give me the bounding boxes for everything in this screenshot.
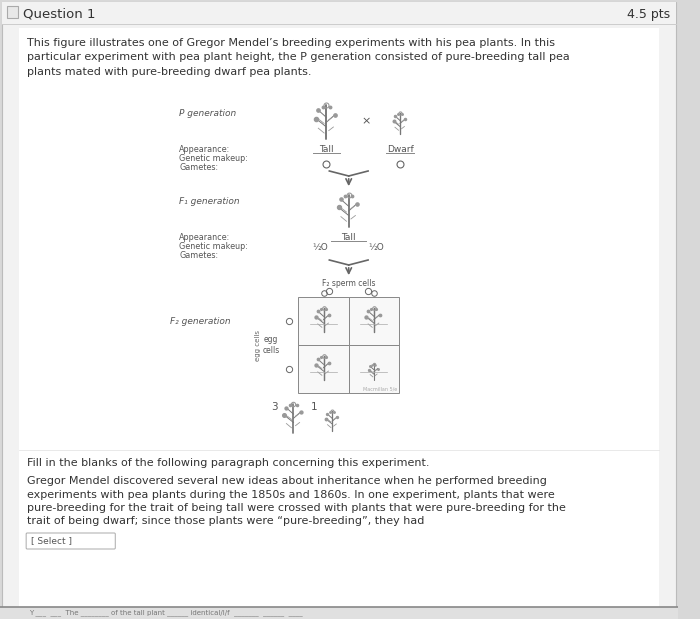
Text: egg cells: egg cells	[255, 329, 260, 360]
Bar	[298, 297, 349, 345]
Text: ×: ×	[361, 116, 371, 126]
Text: Question 1: Question 1	[23, 7, 96, 20]
Text: 3: 3	[271, 402, 277, 412]
Text: pure-breeding for the trait of being tall were crossed with plants that were pur: pure-breeding for the trait of being tal…	[27, 503, 566, 513]
Bar	[349, 297, 399, 345]
Bar	[0, 607, 678, 619]
Text: Dwarf: Dwarf	[386, 145, 414, 154]
Text: trait of being dwarf; since those plants were “pure-breeding”, they had: trait of being dwarf; since those plants…	[27, 516, 424, 527]
Text: Appearance:: Appearance:	[179, 233, 230, 242]
Text: egg
cells: egg cells	[262, 335, 280, 355]
Text: Y ___  ___  The ________ of the tall plant ______ identical/l/f  _______  ______: Y ___ ___ The ________ of the tall plant…	[29, 610, 302, 617]
Text: Tall: Tall	[342, 233, 356, 242]
Text: Gregor Mendel discovered several new ideas about inheritance when he performed b: Gregor Mendel discovered several new ide…	[27, 476, 547, 486]
Text: 1: 1	[311, 402, 317, 412]
Text: Genetic makeup:: Genetic makeup:	[179, 154, 248, 163]
Text: P generation: P generation	[179, 109, 237, 118]
Bar	[298, 345, 349, 393]
Text: Macmillan 5/e: Macmillan 5/e	[363, 386, 397, 391]
Bar	[7, 6, 18, 18]
Bar	[349, 345, 399, 393]
Text: F₂ sperm cells: F₂ sperm cells	[322, 279, 375, 287]
Text: Gametes:: Gametes:	[179, 163, 218, 172]
Text: Appearance:: Appearance:	[179, 145, 230, 154]
FancyBboxPatch shape	[26, 533, 116, 549]
Text: ½O: ½O	[368, 243, 384, 252]
Text: experiments with pea plants during the 1850s and 1860s. In one experiment, plant: experiments with pea plants during the 1…	[27, 490, 555, 500]
Text: F₂ generation: F₂ generation	[169, 316, 230, 326]
Text: Gametes:: Gametes:	[179, 251, 218, 260]
Text: F₁ generation: F₁ generation	[179, 197, 240, 206]
Bar	[2, 2, 676, 24]
Text: This figure illustrates one of Gregor Mendel’s breeding experiments with his pea: This figure illustrates one of Gregor Me…	[27, 38, 570, 77]
Text: [ Select ]: [ Select ]	[31, 537, 72, 545]
Text: Tall: Tall	[319, 145, 334, 154]
Text: 4.5 pts: 4.5 pts	[627, 7, 671, 20]
Text: Genetic makeup:: Genetic makeup:	[179, 242, 248, 251]
Text: Fill in the blanks of the following paragraph concerning this experiment.: Fill in the blanks of the following para…	[27, 458, 430, 468]
Text: ½O: ½O	[312, 243, 328, 252]
